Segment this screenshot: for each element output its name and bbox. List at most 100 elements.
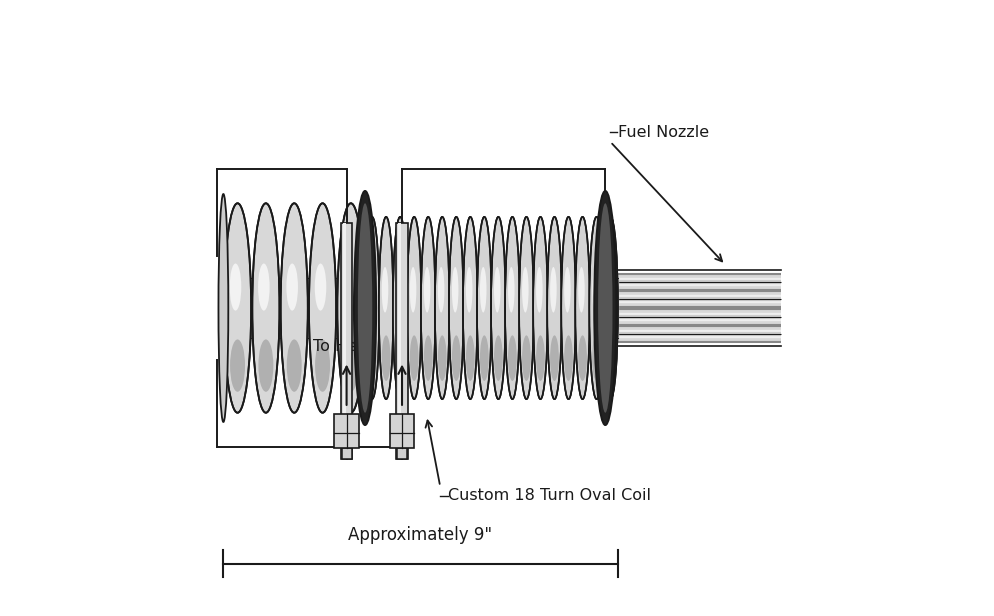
Ellipse shape [602, 217, 617, 399]
Ellipse shape [536, 267, 542, 312]
Ellipse shape [368, 267, 374, 312]
Ellipse shape [379, 217, 393, 399]
Ellipse shape [547, 217, 562, 399]
Ellipse shape [597, 203, 612, 413]
Ellipse shape [605, 267, 612, 312]
Ellipse shape [437, 335, 446, 381]
Ellipse shape [578, 267, 584, 312]
Ellipse shape [407, 217, 421, 399]
Text: To Heat Station: To Heat Station [313, 339, 435, 354]
Ellipse shape [315, 339, 330, 392]
Ellipse shape [280, 203, 307, 413]
Ellipse shape [337, 203, 364, 413]
Ellipse shape [575, 217, 589, 399]
Ellipse shape [522, 267, 528, 312]
Ellipse shape [448, 217, 463, 399]
Ellipse shape [536, 335, 545, 381]
Ellipse shape [462, 217, 477, 399]
Ellipse shape [309, 203, 336, 413]
Ellipse shape [479, 267, 486, 312]
Ellipse shape [393, 217, 407, 399]
Ellipse shape [420, 217, 435, 399]
Ellipse shape [591, 335, 600, 381]
Ellipse shape [508, 267, 514, 312]
Ellipse shape [451, 267, 458, 312]
Ellipse shape [448, 217, 463, 399]
Ellipse shape [605, 335, 614, 381]
Ellipse shape [465, 335, 474, 381]
Ellipse shape [465, 267, 472, 312]
Bar [396, 223, 408, 459]
Bar [390, 414, 414, 448]
Ellipse shape [309, 203, 336, 413]
Ellipse shape [410, 267, 415, 312]
Ellipse shape [493, 335, 502, 381]
Ellipse shape [476, 217, 491, 399]
Ellipse shape [588, 217, 603, 399]
Ellipse shape [343, 339, 358, 392]
Ellipse shape [423, 267, 430, 312]
Ellipse shape [591, 267, 598, 312]
Ellipse shape [252, 203, 279, 413]
Ellipse shape [314, 264, 326, 310]
Ellipse shape [280, 203, 307, 413]
Ellipse shape [588, 217, 603, 399]
Ellipse shape [382, 335, 390, 381]
Ellipse shape [410, 335, 418, 381]
Ellipse shape [365, 217, 379, 399]
Ellipse shape [533, 217, 547, 399]
Ellipse shape [462, 217, 477, 399]
Bar [343, 223, 346, 459]
Ellipse shape [219, 194, 228, 422]
Ellipse shape [437, 267, 444, 312]
Ellipse shape [365, 217, 379, 399]
Ellipse shape [602, 217, 617, 399]
Ellipse shape [493, 267, 500, 312]
Text: Custom 18 Turn Oval Coil: Custom 18 Turn Oval Coil [447, 488, 650, 503]
Ellipse shape [434, 217, 449, 399]
Ellipse shape [505, 217, 519, 399]
Bar [398, 223, 401, 459]
Ellipse shape [434, 217, 449, 399]
Ellipse shape [508, 335, 516, 381]
Ellipse shape [533, 217, 547, 399]
Ellipse shape [547, 217, 562, 399]
Bar [397, 448, 407, 459]
Ellipse shape [379, 217, 393, 399]
Bar [334, 414, 359, 448]
Ellipse shape [593, 191, 615, 425]
Ellipse shape [343, 264, 354, 310]
Ellipse shape [382, 267, 388, 312]
Ellipse shape [505, 217, 519, 399]
Ellipse shape [451, 335, 460, 381]
Text: Approximately 9": Approximately 9" [348, 526, 492, 544]
Bar [341, 448, 351, 459]
Ellipse shape [358, 203, 372, 413]
Ellipse shape [368, 335, 376, 381]
Ellipse shape [286, 339, 301, 392]
Ellipse shape [522, 335, 530, 381]
Ellipse shape [230, 264, 242, 310]
Ellipse shape [337, 203, 364, 413]
Ellipse shape [396, 335, 405, 381]
Ellipse shape [252, 203, 279, 413]
Bar [341, 223, 352, 459]
Ellipse shape [575, 217, 589, 399]
Ellipse shape [354, 191, 376, 425]
Ellipse shape [561, 217, 576, 399]
Ellipse shape [564, 267, 571, 312]
Text: Fuel Nozzle: Fuel Nozzle [617, 125, 708, 140]
Ellipse shape [224, 203, 250, 413]
Ellipse shape [396, 267, 402, 312]
Ellipse shape [561, 217, 576, 399]
Ellipse shape [564, 335, 573, 381]
Ellipse shape [286, 264, 297, 310]
Ellipse shape [224, 203, 250, 413]
Ellipse shape [578, 335, 586, 381]
Ellipse shape [479, 335, 488, 381]
Ellipse shape [423, 335, 432, 381]
Ellipse shape [550, 335, 559, 381]
Ellipse shape [393, 217, 407, 399]
Ellipse shape [230, 339, 245, 392]
Ellipse shape [491, 217, 505, 399]
